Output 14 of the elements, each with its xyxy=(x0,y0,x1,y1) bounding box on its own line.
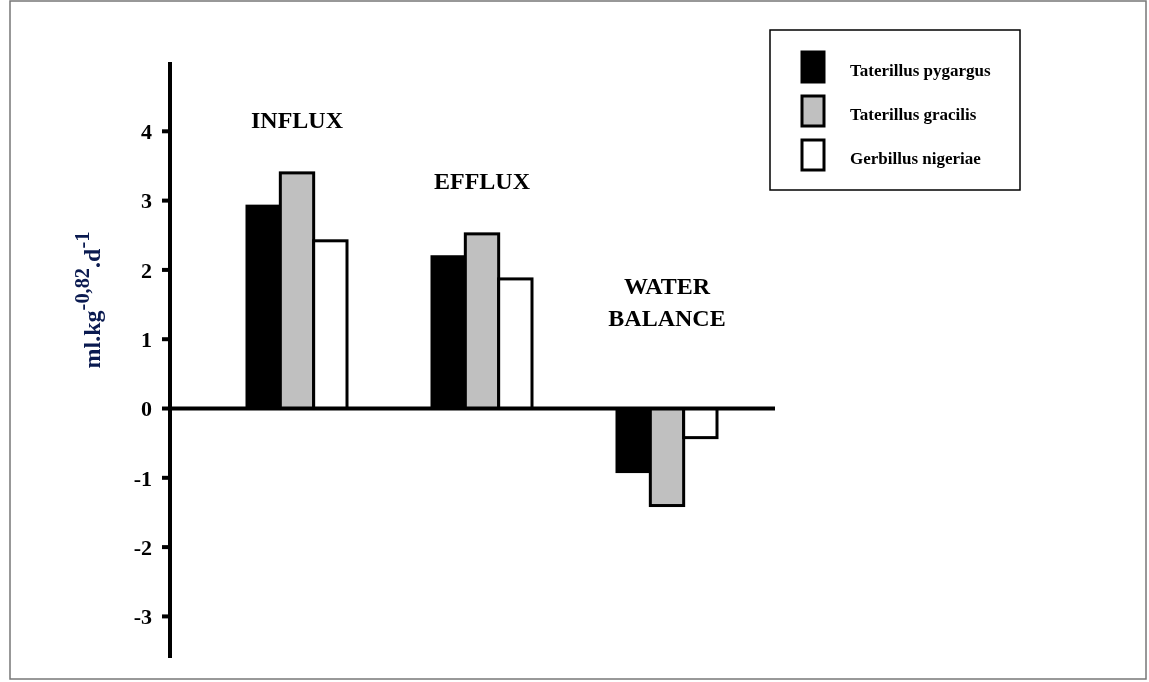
y-tick-label: 0 xyxy=(141,396,152,422)
legend-label: Taterillus pygargus xyxy=(850,60,991,80)
x-tick-label: EFFLUX xyxy=(434,167,531,194)
y-tick-label: 2 xyxy=(141,257,152,283)
legend-label: Gerbillus nigeriae xyxy=(850,148,982,168)
legend-label: Taterillus gracilis xyxy=(850,104,977,124)
y-tick-label: 3 xyxy=(141,188,152,214)
y-tick-label: 4 xyxy=(141,119,152,144)
x-tick-label: WATER BALANCE xyxy=(608,272,726,331)
x-tick-label: INFLUX xyxy=(250,106,344,133)
y-tick-label: -2 xyxy=(133,534,152,560)
y-tick-label: -1 xyxy=(133,465,152,491)
y-tick-label: -3 xyxy=(133,604,152,630)
y-tick-label: 1 xyxy=(141,326,152,352)
